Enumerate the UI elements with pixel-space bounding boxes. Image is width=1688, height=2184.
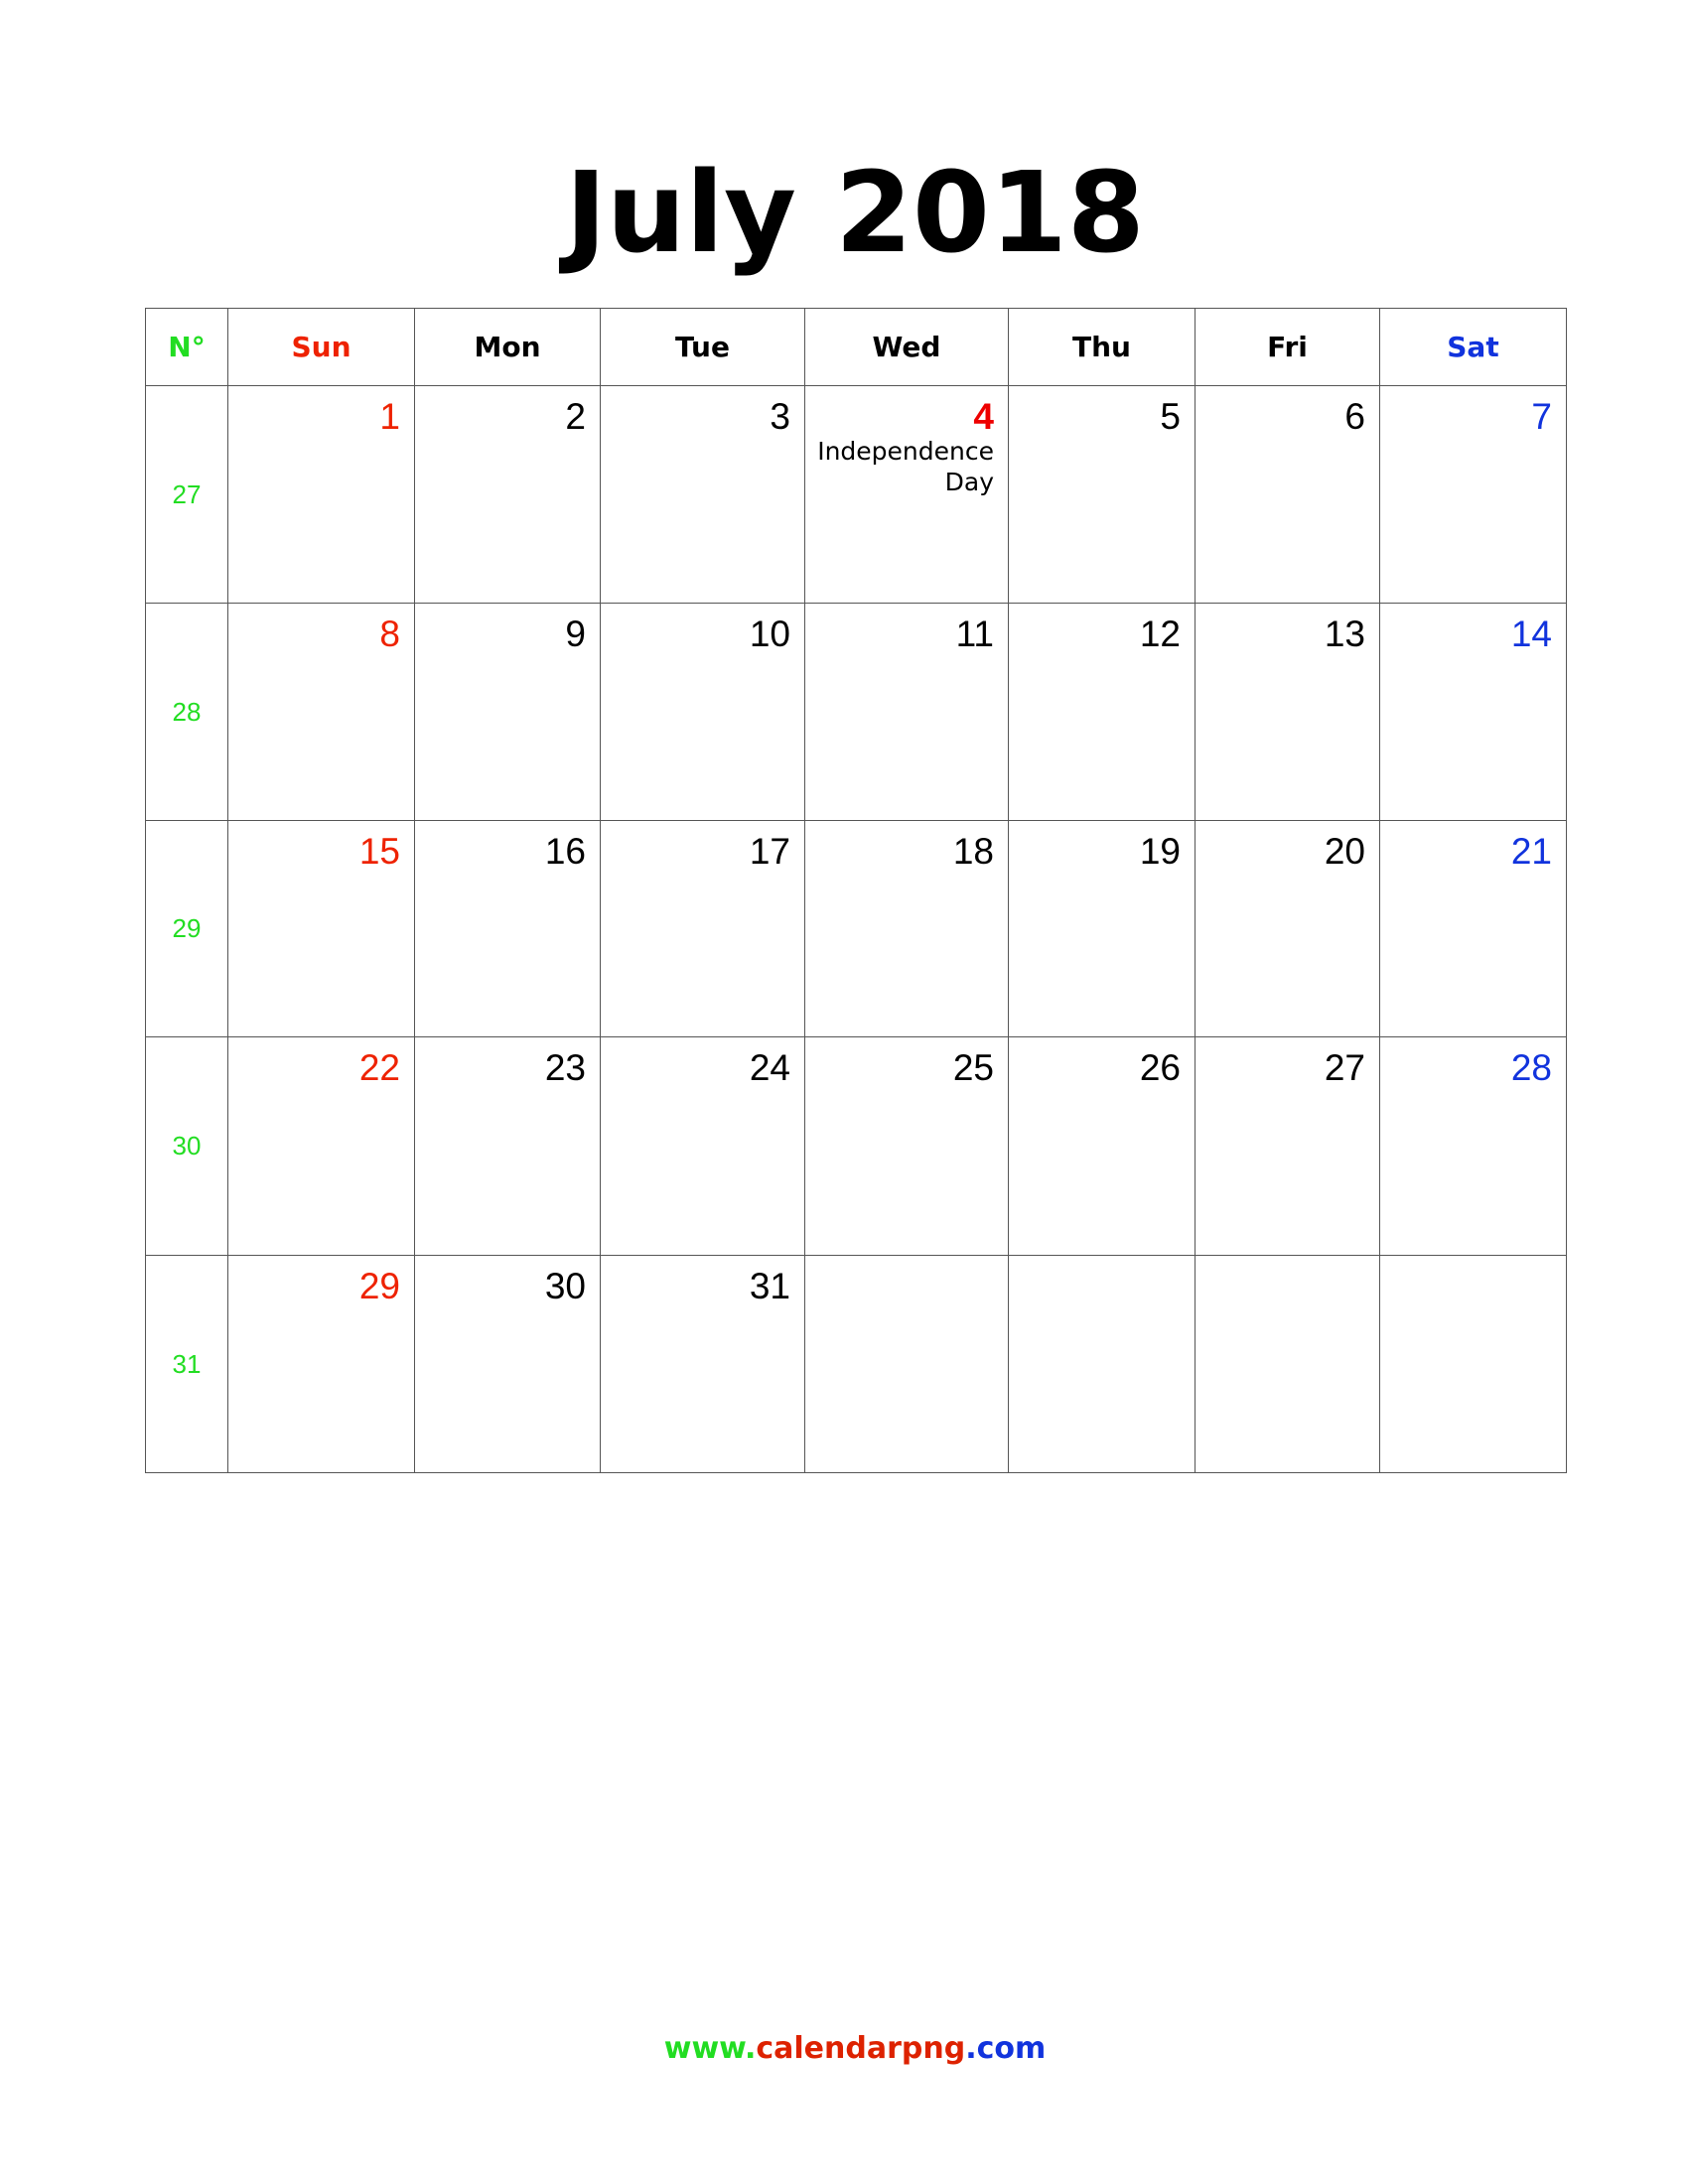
column-header: Mon <box>414 308 601 386</box>
day-number: 23 <box>544 1047 586 1088</box>
day-number: 22 <box>358 1047 400 1088</box>
day-number: 2 <box>565 396 586 437</box>
day-number: 9 <box>565 614 586 654</box>
day-number: 17 <box>749 831 790 872</box>
day-number: 18 <box>952 831 994 872</box>
day-cell: 15 <box>227 820 415 1037</box>
week-number: 27 <box>145 385 228 604</box>
column-header: Fri <box>1195 308 1380 386</box>
day-cell: 17 <box>600 820 805 1037</box>
day-cell: 13 <box>1195 603 1380 821</box>
day-cell: 25 <box>804 1036 1009 1256</box>
day-cell: 29 <box>227 1255 415 1473</box>
column-header: Sun <box>227 308 415 386</box>
day-number: 7 <box>1531 396 1552 437</box>
column-header: Wed <box>804 308 1009 386</box>
day-cell <box>1195 1255 1380 1473</box>
day-cell: 28 <box>1379 1036 1567 1256</box>
day-number: 15 <box>358 831 400 872</box>
column-header: Tue <box>600 308 805 386</box>
day-number: 16 <box>544 831 586 872</box>
week-number: 30 <box>145 1036 228 1256</box>
day-number: 27 <box>1324 1047 1365 1088</box>
day-number: 21 <box>1510 831 1552 872</box>
day-cell: 30 <box>414 1255 601 1473</box>
day-cell: 4 Independence Day <box>804 385 1009 604</box>
week-number: 31 <box>145 1255 228 1473</box>
day-number: 31 <box>749 1266 790 1306</box>
day-cell: 12 <box>1008 603 1196 821</box>
day-number: 13 <box>1324 614 1365 654</box>
day-number: 6 <box>1344 396 1365 437</box>
day-cell: 8 <box>227 603 415 821</box>
day-cell <box>804 1255 1009 1473</box>
day-cell: 10 <box>600 603 805 821</box>
day-cell: 7 <box>1379 385 1567 604</box>
week-number: 28 <box>145 603 228 821</box>
day-number: 19 <box>1139 831 1181 872</box>
footer: www.calendarpng.com <box>0 2031 1688 2066</box>
day-cell <box>1008 1255 1196 1473</box>
day-cell: 18 <box>804 820 1009 1037</box>
day-cell: 14 <box>1379 603 1567 821</box>
day-cell: 9 <box>414 603 601 821</box>
day-cell: 20 <box>1195 820 1380 1037</box>
day-number: 14 <box>1510 614 1552 654</box>
calendar-title: July 2018 <box>565 149 1145 278</box>
day-cell: 24 <box>600 1036 805 1256</box>
day-number: 29 <box>358 1266 400 1306</box>
day-number: 24 <box>749 1047 790 1088</box>
day-number: 3 <box>770 396 790 437</box>
day-number: 20 <box>1324 831 1365 872</box>
day-cell: 1 <box>227 385 415 604</box>
day-cell: 11 <box>804 603 1009 821</box>
day-cell: 19 <box>1008 820 1196 1037</box>
day-cell: 22 <box>227 1036 415 1256</box>
day-cell: 6 <box>1195 385 1380 604</box>
day-number: 1 <box>379 396 400 437</box>
day-cell: 31 <box>600 1255 805 1473</box>
day-number: 25 <box>952 1047 994 1088</box>
day-number: 10 <box>749 614 790 654</box>
day-cell: 27 <box>1195 1036 1380 1256</box>
footer-part: calendarpng <box>756 2031 966 2066</box>
day-cell: 23 <box>414 1036 601 1256</box>
day-cell: 5 <box>1008 385 1196 604</box>
day-cell: 3 <box>600 385 805 604</box>
day-number: 4 <box>973 396 994 437</box>
column-header: Thu <box>1008 308 1196 386</box>
day-number: 8 <box>379 614 400 654</box>
day-cell: 21 <box>1379 820 1567 1037</box>
footer-part: www. <box>663 2031 757 2066</box>
holiday-note: Independence Day <box>817 437 994 496</box>
day-number: 11 <box>955 614 994 654</box>
column-header: Sat <box>1379 308 1567 386</box>
day-cell: 16 <box>414 820 601 1037</box>
day-cell: 2 <box>414 385 601 604</box>
footer-part: .com <box>965 2031 1047 2066</box>
day-number: 5 <box>1160 396 1181 437</box>
column-header: N° <box>145 308 228 386</box>
day-number: 12 <box>1139 614 1181 654</box>
day-number: 26 <box>1139 1047 1181 1088</box>
week-number: 29 <box>145 820 228 1037</box>
day-cell: 26 <box>1008 1036 1196 1256</box>
day-cell <box>1379 1255 1567 1473</box>
day-number: 28 <box>1510 1047 1552 1088</box>
day-number: 30 <box>544 1266 586 1306</box>
